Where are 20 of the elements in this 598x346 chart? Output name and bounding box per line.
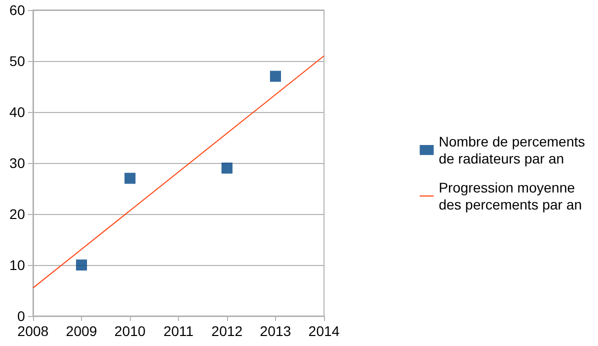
x-tick-label: 2013: [260, 323, 292, 339]
point: [124, 172, 136, 184]
y-tick-label: 50: [9, 53, 26, 69]
y-tick-label: 20: [9, 206, 26, 222]
point: [76, 260, 87, 270]
x-tick-label: 2008: [17, 323, 49, 339]
x-tick-label: 2010: [114, 323, 146, 339]
point: [270, 70, 281, 82]
y-tick-label: 0: [17, 308, 26, 324]
legend-label: Nombre de percements de radiateurs par an: [438, 134, 586, 166]
x-tick-label: 2009: [66, 323, 98, 339]
y-tick-label: 30: [9, 155, 26, 171]
y-tick-label: 40: [9, 104, 26, 120]
x-tick-label: 2012: [211, 323, 243, 339]
x-tick-label: 2011: [163, 323, 194, 339]
y-tick-label: 10: [9, 257, 26, 273]
y-tick-label: 60: [9, 2, 26, 18]
point: [222, 162, 232, 174]
legend-label: Progression moyenne des percements par an: [438, 180, 582, 212]
x-tick-label: 2014: [308, 323, 340, 339]
